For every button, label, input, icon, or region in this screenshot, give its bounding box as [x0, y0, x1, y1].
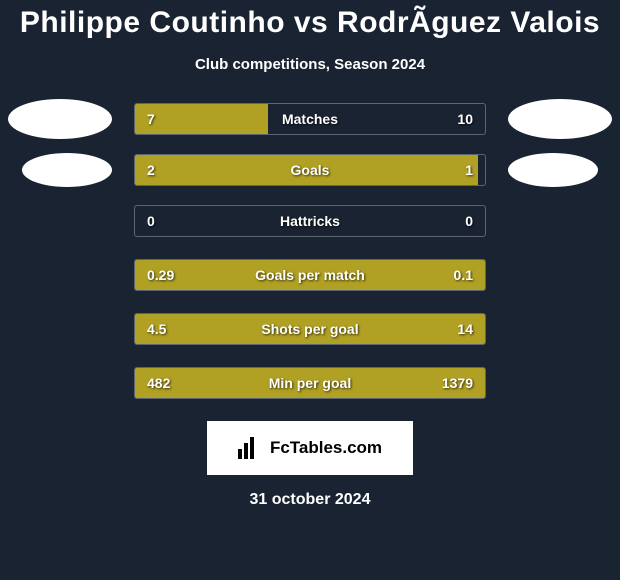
player-avatar-right — [508, 153, 598, 187]
stat-bar: 482Min per goal1379 — [134, 367, 486, 399]
avatar-spacer — [508, 309, 612, 349]
player-avatar-right — [508, 99, 612, 139]
stat-bar: 4.5Shots per goal14 — [134, 313, 486, 345]
stat-value-right: 14 — [457, 314, 473, 344]
stat-row: 482Min per goal1379 — [8, 363, 612, 403]
stat-row: 4.5Shots per goal14 — [8, 309, 612, 349]
stat-label: Matches — [135, 104, 485, 134]
avatar-spacer — [8, 363, 112, 403]
stat-label: Goals per match — [135, 260, 485, 290]
stat-label: Goals — [135, 155, 485, 185]
stat-value-right: 0.1 — [454, 260, 473, 290]
comparison-card: Philippe Coutinho vs RodrÃ­guez Valois C… — [0, 0, 620, 580]
stat-label: Shots per goal — [135, 314, 485, 344]
player-avatar-left — [8, 99, 112, 139]
stat-bar: 0.29Goals per match0.1 — [134, 259, 486, 291]
logo-text: FcTables.com — [270, 438, 382, 458]
avatar-spacer — [508, 201, 612, 241]
stat-value-right: 10 — [457, 104, 473, 134]
avatar-spacer — [508, 255, 612, 295]
stat-value-right: 1 — [465, 155, 473, 185]
logo-box: FcTables.com — [207, 421, 413, 475]
stat-row: 2Goals1 — [8, 153, 612, 187]
stat-row: 0Hattricks0 — [8, 201, 612, 241]
stat-label: Min per goal — [135, 368, 485, 398]
stat-label: Hattricks — [135, 206, 485, 236]
stat-bar: 2Goals1 — [134, 154, 486, 186]
date-text: 31 october 2024 — [250, 491, 371, 509]
stat-rows: 7Matches10 2Goals1 0Hattricks0 0.29Goals pe… — [8, 99, 612, 417]
stat-row: 7Matches10 — [8, 99, 612, 139]
stat-bar: 0Hattricks0 — [134, 205, 486, 237]
avatar-spacer — [508, 363, 612, 403]
avatar-spacer — [8, 201, 112, 241]
player-avatar-left — [22, 153, 112, 187]
subtitle: Club competitions, Season 2024 — [195, 56, 425, 73]
avatar-spacer — [8, 309, 112, 349]
stat-value-right: 1379 — [442, 368, 473, 398]
stat-bar: 7Matches10 — [134, 103, 486, 135]
stat-value-right: 0 — [465, 206, 473, 236]
avatar-spacer — [8, 255, 112, 295]
bar-chart-icon — [238, 437, 264, 459]
stat-row: 0.29Goals per match0.1 — [8, 255, 612, 295]
page-title: Philippe Coutinho vs RodrÃ­guez Valois — [20, 6, 600, 40]
